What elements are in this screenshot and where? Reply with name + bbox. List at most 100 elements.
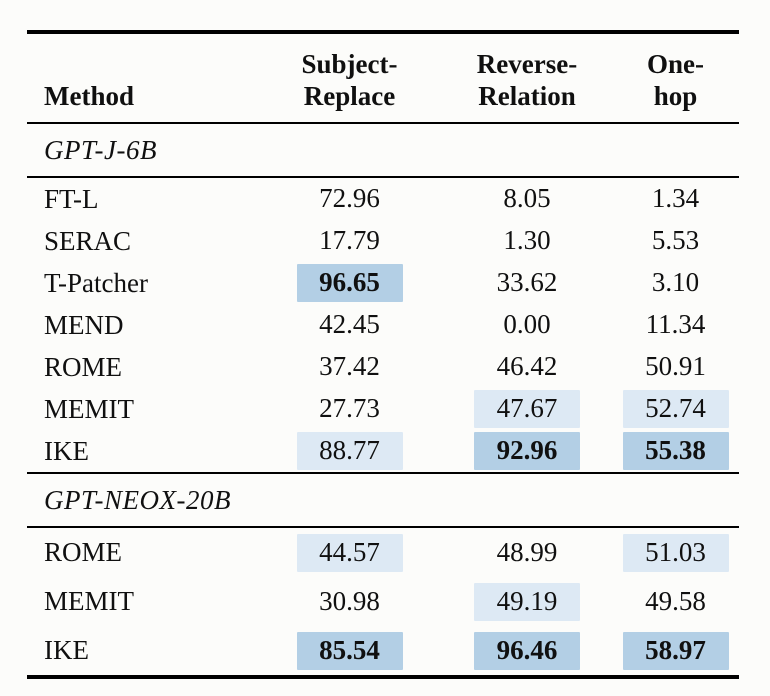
value-cell: 17.79 [257,222,442,260]
value: 49.19 [474,582,580,621]
value-cell: 11.34 [612,306,739,344]
value-cell: 47.67 [442,390,612,428]
value-cell: 55.38 [612,432,739,470]
method-cell: T-Patcher [44,267,148,298]
method-cell: SERAC [44,225,132,256]
value-cell: 1.34 [612,180,739,218]
value: 37.42 [319,351,380,381]
value: 52.74 [622,390,729,428]
section-rule [27,472,739,474]
value-cell: 50.91 [612,348,739,386]
table-row: MEMIT 27.73 47.67 52.74 [27,388,739,430]
value-cell: 52.74 [612,390,739,428]
value: 58.97 [622,631,729,670]
column-header-one-hop: One- hop [612,49,739,113]
value-cell: 8.05 [442,180,612,218]
value: 0.00 [503,309,551,339]
value-cell: 51.03 [612,533,739,572]
value-cell: 44.57 [257,533,442,572]
value: 5.53 [651,225,700,255]
header-line: One- [647,49,704,80]
table-row: T-Patcher 96.65 33.62 3.10 [27,262,739,304]
section-header-gpt-neox-20b: GPT-NEOX-20B [27,474,739,526]
value-cell: 30.98 [257,583,442,621]
value-cell: 48.99 [442,534,612,572]
value-cell: 49.58 [612,583,739,621]
value: 33.62 [496,267,558,297]
section-header-gpt-j-6b: GPT-J-6B [27,124,739,176]
value: 42.45 [319,309,380,339]
value-cell: 1.30 [442,222,612,260]
header-line: hop [653,81,698,112]
value: 96.46 [474,631,580,670]
value: 11.34 [645,309,706,339]
header-rule [27,122,739,124]
table-row: MEMIT 30.98 49.19 49.58 [27,577,739,626]
method-cell: ROME [44,537,123,567]
value: 85.54 [296,631,403,670]
top-rule [27,30,739,34]
method-cell: FT-L [44,183,99,214]
value: 27.73 [319,393,380,423]
header-line: Relation [478,81,576,112]
method-cell: MEMIT [44,393,134,424]
value: 47.67 [474,390,580,428]
value-cell: 0.00 [442,306,612,344]
value: 50.91 [645,351,706,381]
value: 92.96 [474,432,580,470]
value: 44.57 [296,533,403,572]
value-cell: 5.53 [612,222,739,260]
value-cell: 27.73 [257,390,442,428]
value: 3.10 [651,267,700,297]
header-row: Method Subject- Replace Reverse- Relatio… [27,34,739,122]
table-row: SERAC 17.79 1.30 5.53 [27,220,739,262]
header-line: Replace [303,81,396,112]
value-cell: 46.42 [442,348,612,386]
method-cell: IKE [44,435,89,466]
value: 30.98 [319,585,380,616]
column-header-subject-replace: Subject- Replace [257,49,442,113]
table-row: MEND 42.45 0.00 11.34 [27,304,739,346]
table-row: ROME 37.42 46.42 50.91 [27,346,739,388]
value-cell: 3.10 [612,264,739,302]
bottom-rule [27,675,739,679]
value-cell: 37.42 [257,348,442,386]
value: 1.34 [651,183,700,213]
value: 88.77 [296,432,403,470]
value-cell: 92.96 [442,432,612,470]
value-cell: 33.62 [442,264,612,302]
method-cell: ROME [44,351,123,382]
value: 72.96 [319,183,380,213]
results-table: Method Subject- Replace Reverse- Relatio… [27,30,739,679]
value: 1.30 [503,225,551,255]
table-row: IKE 85.54 96.46 58.97 [27,626,739,675]
value: 46.42 [496,351,558,381]
method-cell: MEMIT [44,586,134,616]
value-cell: 72.96 [257,180,442,218]
value: 55.38 [622,432,729,470]
value: 49.58 [645,585,706,616]
value: 17.79 [319,225,380,255]
section-rule [27,176,739,178]
table-row: IKE 88.77 92.96 55.38 [27,430,739,472]
method-cell: IKE [44,635,89,665]
table-row: ROME 44.57 48.99 51.03 [27,528,739,577]
section-title: GPT-NEOX-20B [44,484,231,515]
method-cell: MEND [44,309,124,340]
value: 48.99 [496,536,558,567]
value-cell: 96.65 [257,264,442,302]
method-column-header: Method [44,81,134,112]
value: 8.05 [503,183,551,213]
value-cell: 49.19 [442,582,612,621]
column-header-reverse-relation: Reverse- Relation [442,49,612,113]
header-line: Subject- [301,49,398,80]
value-cell: 58.97 [612,631,739,670]
value-cell: 88.77 [257,432,442,470]
section-rule [27,526,739,528]
header-line: Reverse- [476,49,578,80]
value-cell: 42.45 [257,306,442,344]
value-cell: 85.54 [257,631,442,670]
value: 96.65 [296,264,403,302]
value-cell: 96.46 [442,631,612,670]
